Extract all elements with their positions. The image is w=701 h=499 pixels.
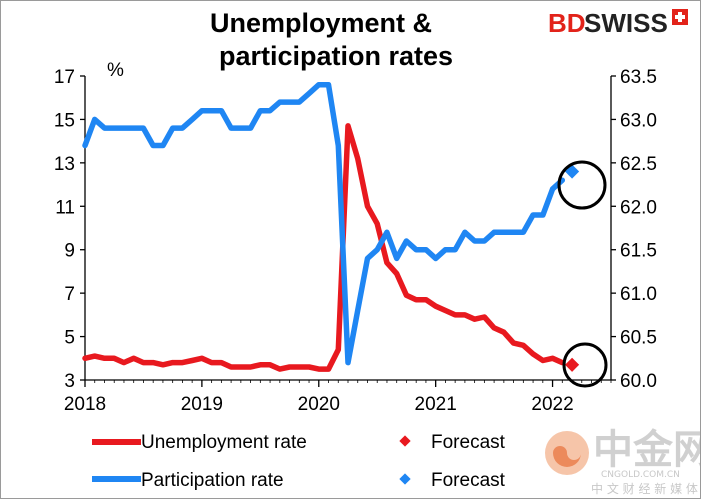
right-tick-label: 60.5: [620, 328, 657, 349]
right-tick-label: 61.5: [620, 241, 657, 262]
legend-marker-participation-forecast: [399, 473, 411, 485]
right-tick-label: 63.0: [620, 110, 657, 131]
legend-marker-unemployment-forecast: [399, 435, 411, 447]
x-tick-label: 2018: [64, 394, 106, 415]
unemployment-rate-line: [82, 123, 566, 372]
participation-forecast-circle: [557, 160, 607, 210]
left-tick-label: 11: [55, 197, 75, 218]
right-tick-label: 63.5: [620, 67, 657, 88]
left-axis-unit: %: [107, 60, 124, 81]
brand-logo-bd: BD: [548, 8, 586, 38]
right-tick-label: 61.0: [620, 284, 657, 305]
x-tick-label: 2022: [531, 394, 573, 415]
right-tick-label: 62.5: [620, 154, 657, 175]
legend: Unemployment rate Forecast Participation…: [92, 432, 506, 491]
left-axis-ticks: 3 5 7 9 11 13 15 17: [54, 67, 85, 392]
legend-label-participation-forecast: Forecast: [431, 470, 506, 491]
unemployment-forecast-marker: [565, 357, 580, 372]
left-tick-label: 13: [54, 154, 75, 175]
left-tick-label: 15: [54, 110, 75, 131]
right-tick-label: 60.0: [620, 371, 657, 392]
left-tick-label: 17: [54, 67, 75, 88]
watermark-text: 中金网: [593, 427, 700, 473]
legend-label-unemployment-forecast: Forecast: [431, 432, 506, 453]
participation-rate-line: [82, 81, 566, 366]
left-tick-label: 7: [64, 284, 75, 305]
right-axis-ticks: 60.0 60.5 61.0 61.5 62.0 62.5 63.0 63.5: [611, 67, 657, 392]
left-tick-label: 5: [64, 328, 75, 349]
left-tick-label: 9: [64, 241, 75, 262]
chart-title-line-2: participation rates: [219, 41, 453, 71]
swiss-cross-icon: [672, 9, 688, 25]
watermark-tagline: 中 文 财 经 新 媒 体: [591, 481, 698, 496]
x-tick-label: 2020: [298, 394, 340, 415]
unemployment-forecast-circle: [562, 342, 608, 388]
series-layer: [82, 81, 580, 372]
x-tick-label: 2019: [181, 394, 223, 415]
legend-label-unemployment: Unemployment rate: [141, 432, 307, 453]
brand-logo: BD SWISS: [548, 8, 688, 38]
right-tick-label: 62.0: [620, 197, 657, 218]
coin-icon: [545, 431, 589, 475]
x-tick-label: 2021: [415, 394, 457, 415]
watermark: 中金网 CNGOLD.COM.CN 中 文 财 经 新 媒 体: [545, 427, 700, 496]
chart-title-line-1: Unemployment &: [210, 8, 432, 38]
legend-label-participation: Participation rate: [141, 470, 284, 491]
x-axis-ticks: 2018 2019 2020 2021 2022: [64, 380, 612, 415]
brand-logo-swiss: SWISS: [584, 8, 668, 38]
watermark-url: CNGOLD.COM.CN: [601, 470, 680, 480]
left-tick-label: 3: [64, 371, 75, 392]
